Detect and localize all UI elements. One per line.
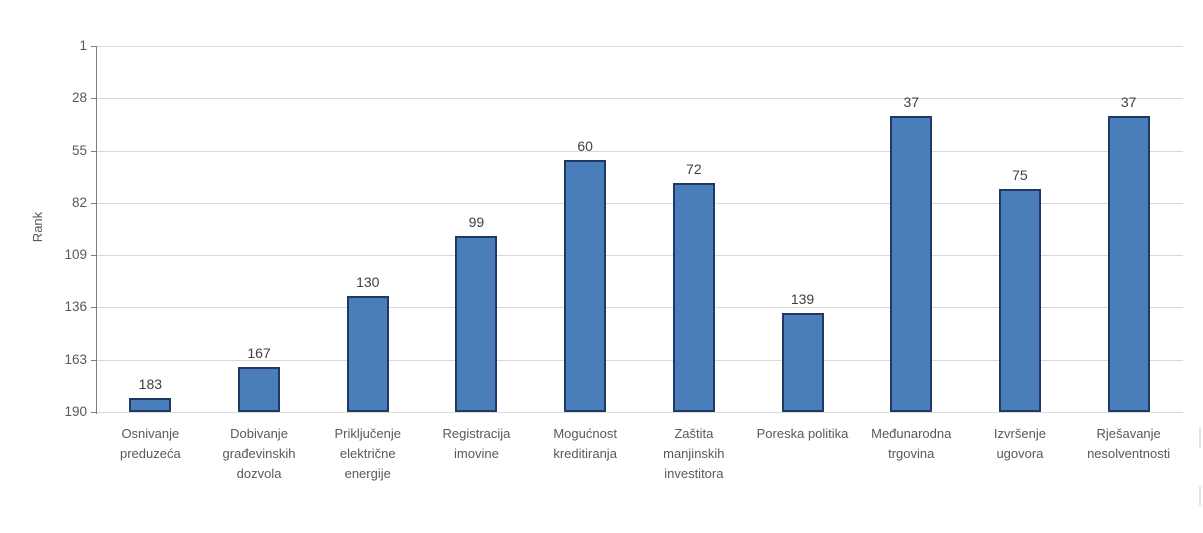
gridline (96, 255, 1183, 257)
y-axis-tick (91, 150, 96, 152)
bar (998, 189, 1041, 412)
y-axis-tick (91, 46, 96, 47)
bar-value-label: 167 (247, 345, 271, 362)
x-category-label: Osnivanje preduzeća (119, 426, 181, 461)
y-tick-label: 136 (64, 299, 87, 315)
y-axis-tick (91, 307, 96, 309)
chart-border-fragment (1199, 486, 1201, 506)
x-category-label: Registracija imovine (442, 426, 511, 461)
y-axis-line (96, 46, 97, 414)
bar-value-label: 99 (468, 213, 485, 230)
gridline (96, 98, 1183, 100)
bar (129, 398, 172, 412)
bar-value-label: 130 (356, 273, 380, 290)
y-axis-tick (91, 255, 96, 257)
gridline (96, 359, 1183, 361)
bar (672, 183, 715, 412)
y-axis-tick (91, 98, 96, 100)
x-category-label: Poreska politika (756, 426, 849, 441)
bar (781, 313, 824, 412)
y-axis-tick (91, 202, 96, 204)
x-category-label: Dobivanje građevinskih dozvola (222, 426, 296, 481)
bar (455, 235, 498, 412)
y-tick-label: 109 (64, 247, 87, 263)
gridline (96, 307, 1183, 309)
x-category-label: Zaštita manjinskih investitora (663, 426, 725, 481)
bar (238, 367, 281, 412)
y-tick-label: 82 (71, 194, 87, 210)
y-tick-label: 1 (79, 38, 87, 53)
x-category-label: Izvršenje ugovora (993, 426, 1046, 461)
bar-value-label: 72 (686, 161, 702, 178)
gridline (96, 412, 1183, 413)
y-tick-label: 190 (64, 404, 87, 419)
x-category-label: Mogućnost kreditiranja (553, 426, 617, 461)
bar (890, 115, 933, 412)
y-tick-label: 163 (64, 351, 87, 367)
bar (1107, 115, 1150, 412)
bar-value-label: 139 (790, 291, 815, 308)
x-category-label: Rješavanje nesolventnosti (1087, 426, 1171, 461)
bar (346, 295, 389, 412)
y-axis-tick (91, 359, 96, 361)
bar-value-label: 37 (1120, 93, 1137, 110)
chart-border-fragment (1199, 427, 1201, 449)
gridline (96, 202, 1183, 204)
y-tick-label: 55 (71, 142, 87, 158)
x-category-label: Međunarodna trgovina (871, 426, 952, 461)
gridline (96, 46, 1183, 47)
bar (564, 160, 607, 412)
bar-value-label: 183 (138, 376, 163, 393)
y-axis-tick (91, 412, 96, 413)
x-category-label: Priključenje električne energije (334, 426, 401, 481)
bar-value-label: 37 (903, 93, 920, 110)
y-tick-label: 28 (71, 90, 87, 106)
gridline (96, 150, 1183, 152)
bar-value-label: 60 (577, 138, 593, 155)
bar-value-label: 75 (1012, 167, 1028, 184)
